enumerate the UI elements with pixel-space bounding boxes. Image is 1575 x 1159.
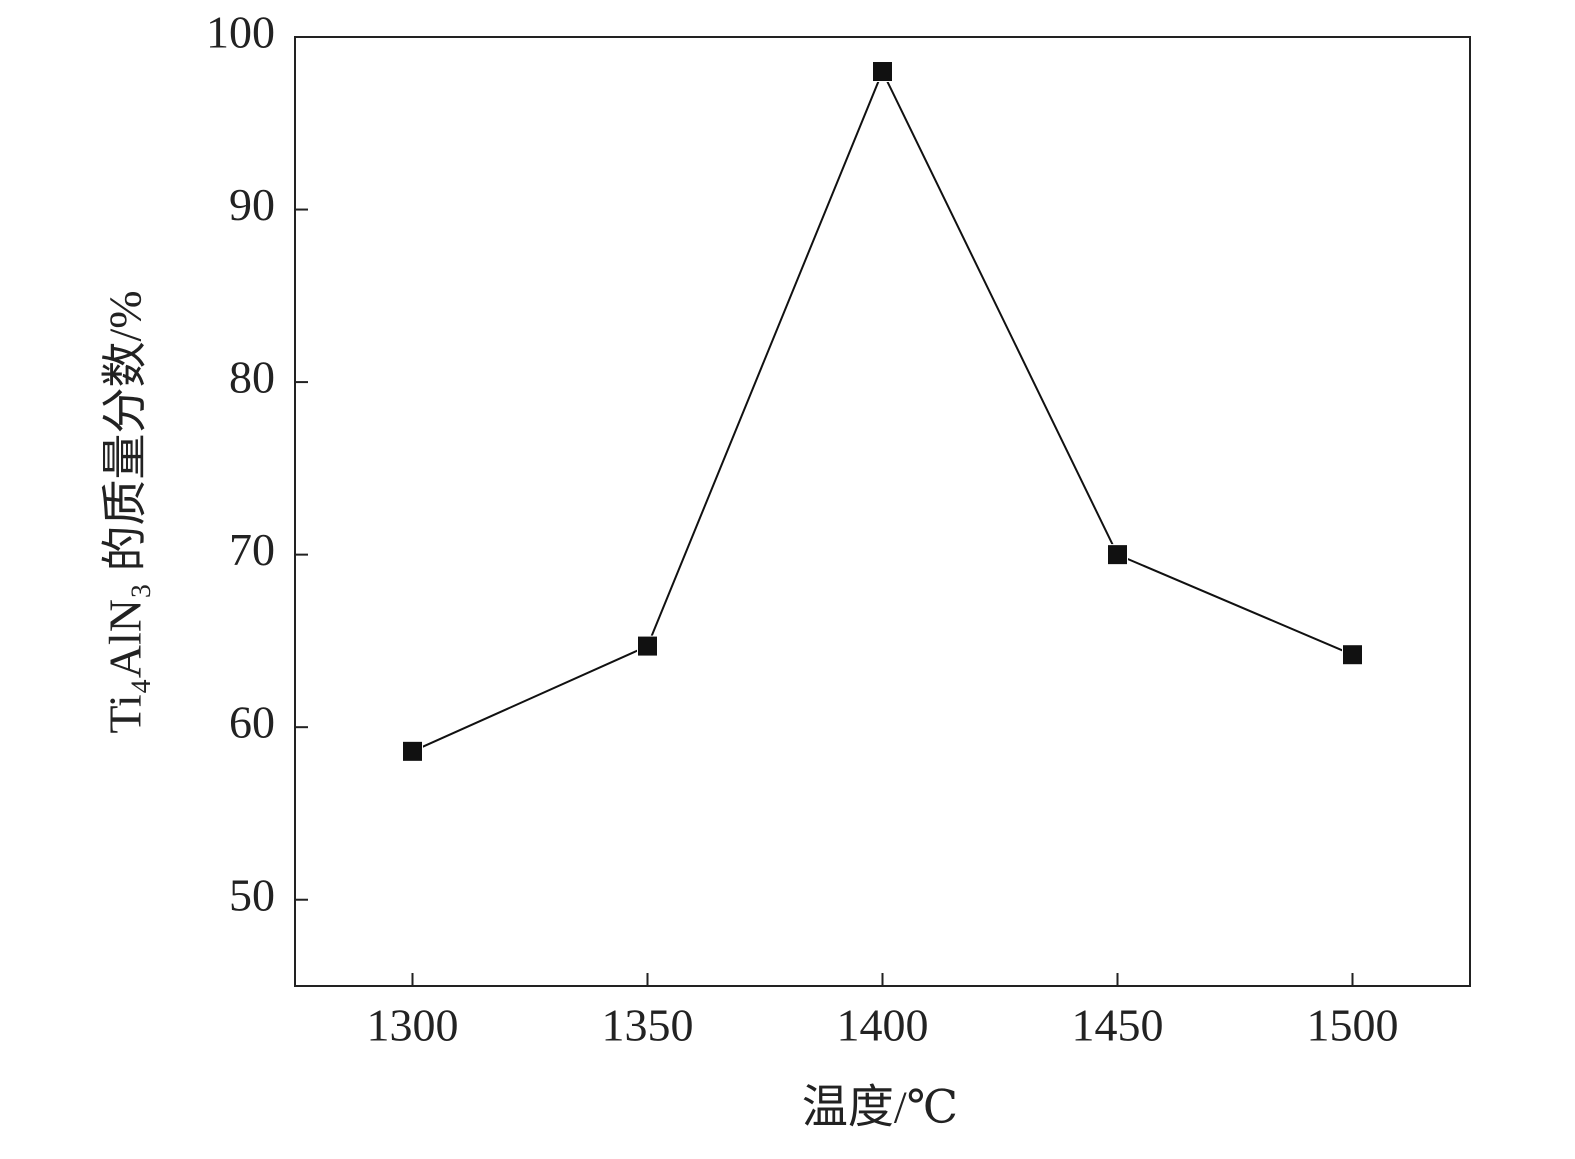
data-line <box>412 69 1353 753</box>
y-tick-label: 50 <box>229 869 275 920</box>
y-tick-label: 90 <box>229 179 275 230</box>
data-marker <box>1107 544 1128 566</box>
x-tick-label: 1400 <box>837 1000 929 1051</box>
data-marker <box>637 635 658 657</box>
plot-frame <box>294 36 1471 987</box>
y-tick-label: 80 <box>229 352 275 403</box>
x-tick-label: 1350 <box>602 1000 694 1051</box>
data-marker <box>1342 644 1363 666</box>
x-axis-label: 温度/℃ <box>802 1082 958 1133</box>
y-axis-label: Ti₄AlN₃ 的质量分数/% <box>100 290 151 733</box>
x-tick-label: 1500 <box>1307 1000 1399 1051</box>
y-tick-label: 100 <box>206 7 275 58</box>
x-tick-label: 1450 <box>1072 1000 1164 1051</box>
x-tick-label: 1300 <box>367 1000 459 1051</box>
y-tick-label: 60 <box>229 697 275 748</box>
data-marker <box>872 61 893 83</box>
data-marker <box>402 740 423 762</box>
y-tick-label: 70 <box>229 524 275 575</box>
